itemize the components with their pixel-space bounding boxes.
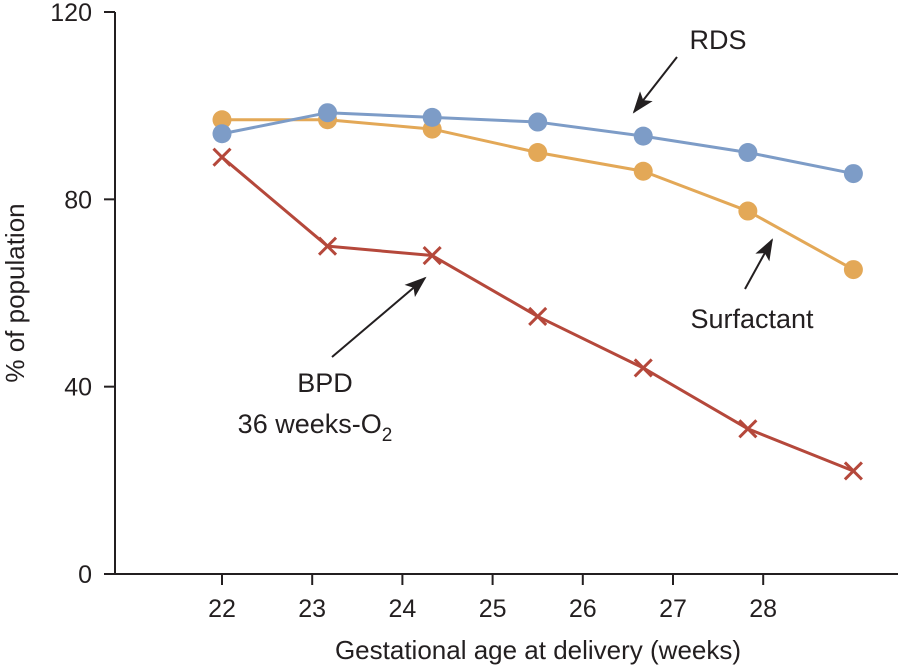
point-rds-0 <box>212 124 232 144</box>
x-tick-label-22: 22 <box>208 595 236 623</box>
x-tick-label-24: 24 <box>388 595 416 623</box>
annotation-surfactant-label: Surfactant <box>690 304 814 334</box>
point-surfactant-5 <box>738 201 758 221</box>
x-axis: 22 23 24 25 26 27 28 <box>115 573 898 623</box>
annotation-bpd-arrow <box>331 276 427 358</box>
point-rds-1 <box>318 103 338 123</box>
series-line-surfactant <box>222 118 855 271</box>
annotation-rds: RDS <box>632 25 747 114</box>
point-rds-3 <box>528 112 548 132</box>
x-tick-label-23: 23 <box>298 595 326 623</box>
y-tick-label-120: 120 <box>50 0 92 27</box>
annotation-surfactant: Surfactant <box>690 238 814 334</box>
annotation-bpd-sublabel-main: 36 weeks-O <box>238 409 382 439</box>
point-rds-4 <box>633 126 653 146</box>
point-bpd-36-weeks-o2-5 <box>738 419 758 439</box>
annotation-bpd-sublabel-subscript: 2 <box>382 425 393 446</box>
point-rds-5 <box>738 143 758 162</box>
point-rds-2 <box>422 107 442 127</box>
point-surfactant-4 <box>633 161 653 181</box>
annotation-rds-arrow <box>632 56 678 114</box>
x-tick-label-26: 26 <box>569 595 597 623</box>
point-bpd-36-weeks-o2-4 <box>633 358 653 378</box>
point-bpd-36-weeks-o2-1 <box>317 236 338 256</box>
point-bpd-36-weeks-o2-3 <box>528 306 548 326</box>
point-surfactant-3 <box>528 143 548 162</box>
y-tick-label-0: 0 <box>78 561 92 589</box>
x-tick-label-25: 25 <box>479 595 507 623</box>
x-axis-label: Gestational age at delivery (weeks) <box>335 635 741 665</box>
annotation-bpd: BPD 36 weeks-O2 <box>238 276 427 446</box>
point-surfactant-0 <box>212 110 232 130</box>
annotation-surfactant-arrow <box>744 238 773 290</box>
point-bpd-36-weeks-o2-2 <box>422 245 442 266</box>
x-ticks: 22 23 24 25 26 27 28 <box>208 574 777 623</box>
y-ticks: 0 40 80 120 <box>50 0 115 589</box>
series-bpd-36-weeks-o2 <box>212 147 863 481</box>
y-tick-label-80: 80 <box>64 186 92 214</box>
series-layer <box>212 103 863 481</box>
point-surfactant-6 <box>843 260 863 280</box>
point-bpd-36-weeks-o2-0 <box>212 147 232 167</box>
series-rds <box>212 103 863 184</box>
point-bpd-36-weeks-o2-6 <box>843 461 863 481</box>
y-tick-label-40: 40 <box>64 374 92 402</box>
annotation-rds-label: RDS <box>689 25 746 55</box>
y-axis: 0 40 80 120 <box>50 0 116 589</box>
x-tick-label-27: 27 <box>659 595 687 623</box>
point-rds-6 <box>843 164 863 184</box>
x-tick-label-28: 28 <box>749 595 777 623</box>
y-axis-label: % of population <box>0 203 30 382</box>
annotation-bpd-sublabel: 36 weeks-O2 <box>238 409 393 446</box>
annotation-bpd-label: BPD <box>297 368 353 398</box>
